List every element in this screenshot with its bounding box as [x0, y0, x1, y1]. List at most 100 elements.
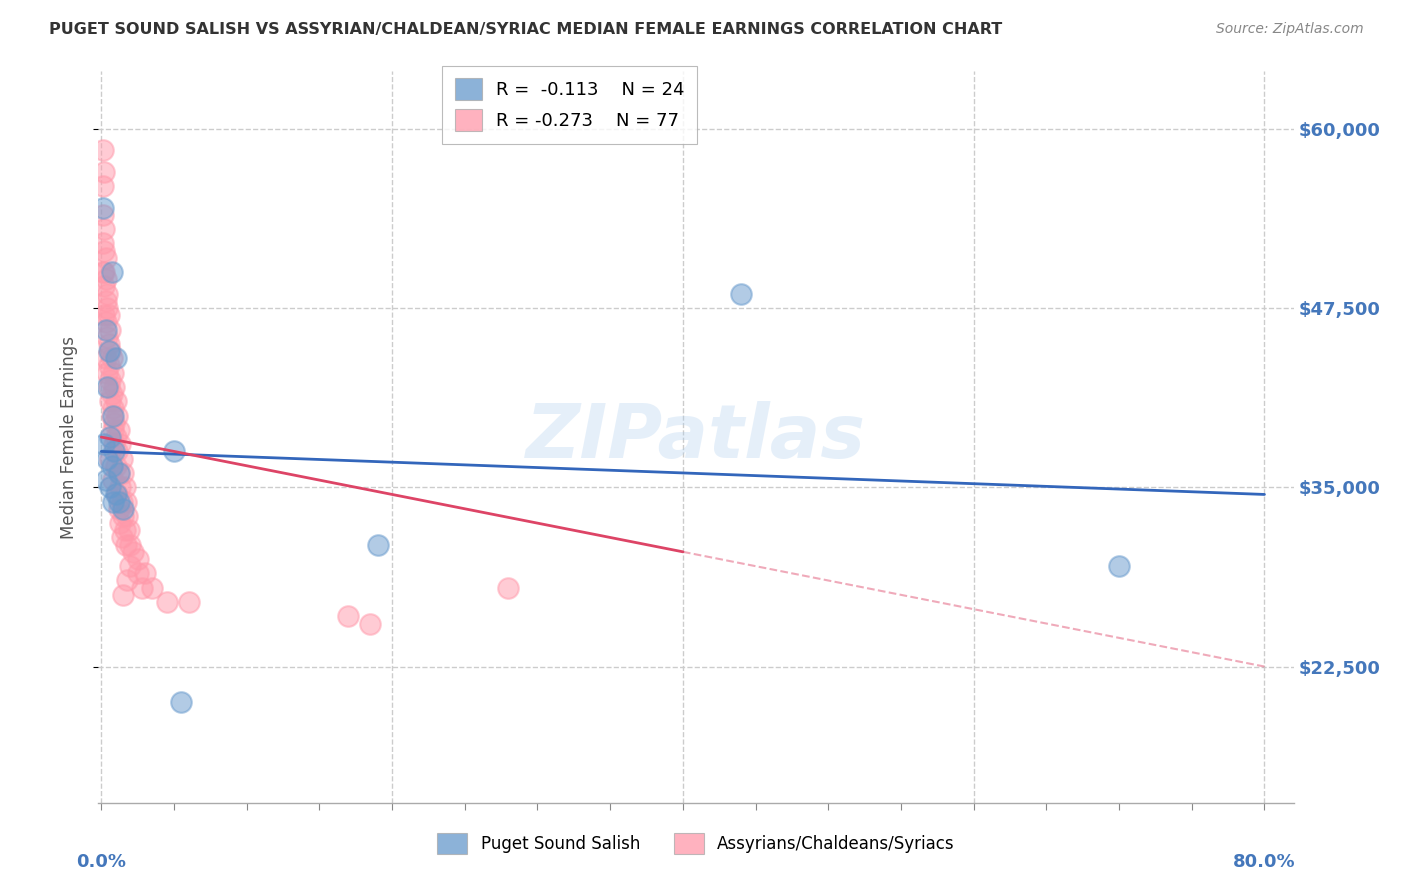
Text: 80.0%: 80.0% [1233, 853, 1296, 871]
Point [104, 430, 127, 444]
Point [110, 516, 132, 530]
Point [100, 458, 122, 473]
Point [94, 251, 117, 265]
Point [101, 473, 124, 487]
Point [101, 423, 124, 437]
Point [91, 201, 114, 215]
Point [97, 344, 120, 359]
Point [94, 473, 117, 487]
Point [103, 444, 125, 458]
Point [98, 394, 121, 409]
Point [94, 315, 117, 329]
Point [97, 380, 120, 394]
Point [111, 531, 134, 545]
Point [98, 480, 121, 494]
Point [114, 524, 136, 538]
Point [93, 244, 115, 258]
Point [117, 508, 139, 523]
Point [127, 552, 149, 566]
Point [107, 466, 129, 480]
Point [120, 538, 142, 552]
Point [105, 487, 128, 501]
Point [94, 272, 117, 286]
Point [96, 366, 118, 380]
Text: Source: ZipAtlas.com: Source: ZipAtlas.com [1216, 22, 1364, 37]
Point [96, 451, 118, 466]
Point [156, 595, 179, 609]
Text: 0.0%: 0.0% [76, 853, 127, 871]
Point [100, 409, 122, 423]
Point [93, 279, 115, 293]
Point [96, 301, 118, 315]
Point [730, 286, 752, 301]
Point [91, 179, 114, 194]
Point [96, 329, 118, 343]
Point [111, 451, 134, 466]
Point [177, 595, 200, 609]
Point [107, 501, 129, 516]
Point [100, 351, 122, 366]
Point [127, 566, 149, 581]
Point [96, 380, 118, 394]
Point [91, 236, 114, 251]
Point [359, 616, 381, 631]
Point [337, 609, 360, 624]
Point [170, 695, 193, 709]
Point [114, 480, 136, 494]
Point [97, 336, 120, 351]
Point [163, 444, 186, 458]
Point [117, 574, 139, 588]
Point [111, 494, 134, 508]
Point [97, 359, 120, 373]
Point [98, 344, 121, 359]
Point [115, 538, 138, 552]
Point [91, 143, 114, 157]
Point [110, 437, 132, 451]
Text: ZIPatlas: ZIPatlas [526, 401, 866, 474]
Point [103, 437, 125, 451]
Point [98, 451, 121, 466]
Point [93, 222, 115, 236]
Point [97, 308, 120, 322]
Point [115, 494, 138, 508]
Point [107, 423, 129, 437]
Point [103, 416, 125, 430]
Point [101, 401, 124, 416]
Point [104, 394, 127, 409]
Point [498, 581, 520, 595]
Point [91, 265, 114, 279]
Point [103, 380, 125, 394]
Point [100, 265, 122, 279]
Point [134, 566, 156, 581]
Point [98, 373, 121, 387]
Point [141, 581, 163, 595]
Point [112, 501, 135, 516]
Point [105, 409, 128, 423]
Point [94, 351, 117, 366]
Point [101, 409, 124, 423]
Point [122, 545, 145, 559]
Point [107, 494, 129, 508]
Point [94, 322, 117, 336]
Point [120, 559, 142, 574]
Point [104, 487, 127, 501]
Point [112, 466, 135, 480]
Point [101, 494, 124, 508]
Point [96, 286, 118, 301]
Point [107, 466, 129, 480]
Point [91, 208, 114, 222]
Point [104, 458, 127, 473]
Point [112, 508, 135, 523]
Point [93, 308, 115, 322]
Point [105, 444, 128, 458]
Point [98, 322, 121, 336]
Point [101, 366, 124, 380]
Point [118, 524, 141, 538]
Text: PUGET SOUND SALISH VS ASSYRIAN/CHALDEAN/SYRIAC MEDIAN FEMALE EARNINGS CORRELATIO: PUGET SOUND SALISH VS ASSYRIAN/CHALDEAN/… [49, 22, 1002, 37]
Legend: Puget Sound Salish, Assyrians/Chaldeans/Syriacs: Puget Sound Salish, Assyrians/Chaldeans/… [430, 827, 962, 860]
Point [1108, 559, 1130, 574]
Point [367, 538, 389, 552]
Point [100, 387, 122, 401]
Point [98, 430, 121, 444]
Point [104, 351, 127, 366]
